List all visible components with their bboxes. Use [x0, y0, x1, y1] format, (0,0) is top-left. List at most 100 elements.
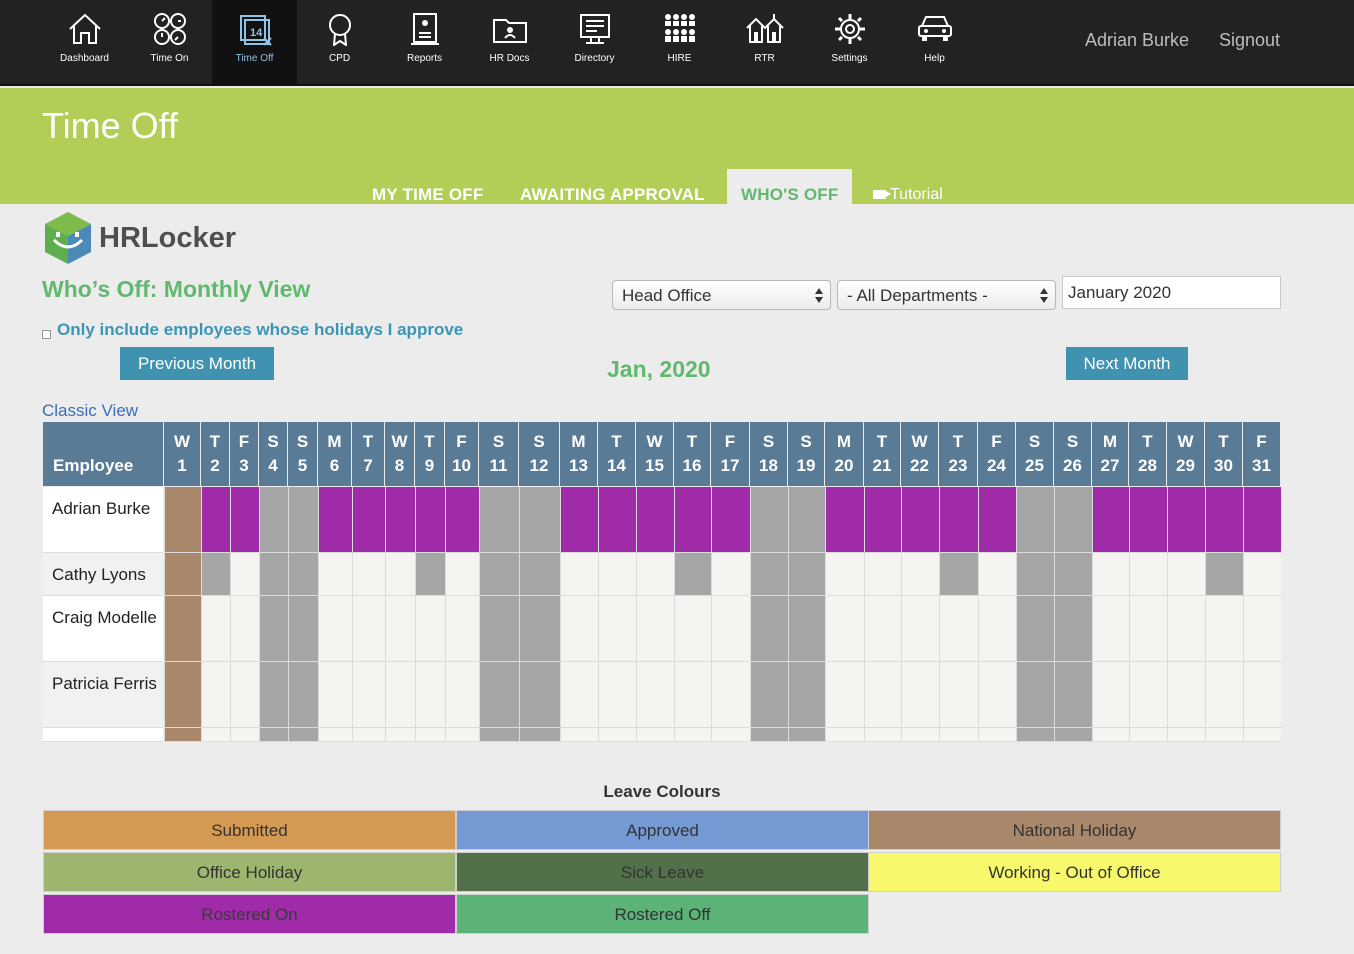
nav-time-off[interactable]: 14 Time Off: [212, 0, 297, 86]
day-cell[interactable]: [750, 728, 788, 742]
day-cell[interactable]: [636, 662, 674, 728]
day-cell[interactable]: [636, 596, 674, 662]
day-cell[interactable]: [1092, 487, 1129, 553]
day-cell[interactable]: [1016, 553, 1054, 596]
day-cell[interactable]: [711, 596, 750, 662]
day-cell[interactable]: [230, 728, 259, 742]
day-cell[interactable]: [674, 487, 711, 553]
day-cell[interactable]: [415, 553, 445, 596]
day-cell[interactable]: [825, 553, 864, 596]
signout-link[interactable]: Signout: [1219, 30, 1281, 50]
day-cell[interactable]: [230, 596, 259, 662]
day-cell[interactable]: [318, 728, 352, 742]
day-cell[interactable]: [1054, 553, 1092, 596]
day-cell[interactable]: [788, 553, 825, 596]
day-cell[interactable]: [1167, 596, 1205, 662]
tab-awaiting-approval[interactable]: AWAITING APPROVAL: [520, 185, 705, 204]
day-cell[interactable]: [164, 662, 201, 728]
user-name[interactable]: Adrian Burke: [1085, 30, 1190, 50]
day-cell[interactable]: [711, 553, 750, 596]
day-cell[interactable]: [1129, 596, 1167, 662]
day-cell[interactable]: [230, 553, 259, 596]
day-cell[interactable]: [479, 728, 519, 742]
day-cell[interactable]: [864, 553, 901, 596]
day-cell[interactable]: [1243, 487, 1281, 553]
day-cell[interactable]: [1243, 662, 1281, 728]
day-cell[interactable]: [259, 728, 288, 742]
day-cell[interactable]: [385, 662, 415, 728]
day-cell[interactable]: [788, 487, 825, 553]
day-cell[interactable]: [445, 553, 479, 596]
day-cell[interactable]: [164, 487, 201, 553]
day-cell[interactable]: [901, 728, 939, 742]
day-cell[interactable]: [1054, 662, 1092, 728]
day-cell[interactable]: [1129, 662, 1167, 728]
day-cell[interactable]: [978, 487, 1016, 553]
day-cell[interactable]: [750, 553, 788, 596]
day-cell[interactable]: [1167, 662, 1205, 728]
day-cell[interactable]: [1016, 596, 1054, 662]
day-cell[interactable]: [598, 487, 636, 553]
classic-view-link[interactable]: Classic View: [42, 401, 139, 420]
nav-help[interactable]: Help: [892, 0, 977, 86]
nav-hr-docs[interactable]: HR Docs: [467, 0, 552, 86]
day-cell[interactable]: [385, 487, 415, 553]
day-cell[interactable]: [560, 728, 598, 742]
day-cell[interactable]: [788, 662, 825, 728]
department-select[interactable]: - All Departments -: [837, 280, 1056, 310]
day-cell[interactable]: [636, 553, 674, 596]
day-cell[interactable]: [560, 553, 598, 596]
day-cell[interactable]: [415, 662, 445, 728]
day-cell[interactable]: [230, 662, 259, 728]
approve-checkbox-label[interactable]: Only include employees whose holidays I …: [57, 320, 464, 339]
day-cell[interactable]: [259, 662, 288, 728]
day-cell[interactable]: [636, 728, 674, 742]
nav-rtr[interactable]: RTR: [722, 0, 807, 86]
day-cell[interactable]: [288, 596, 318, 662]
day-cell[interactable]: [288, 553, 318, 596]
day-cell[interactable]: [560, 662, 598, 728]
day-cell[interactable]: [385, 728, 415, 742]
day-cell[interactable]: [352, 553, 385, 596]
day-cell[interactable]: [788, 728, 825, 742]
day-cell[interactable]: [415, 596, 445, 662]
day-cell[interactable]: [415, 728, 445, 742]
day-cell[interactable]: [978, 662, 1016, 728]
day-cell[interactable]: [385, 553, 415, 596]
day-cell[interactable]: [479, 487, 519, 553]
day-cell[interactable]: [560, 487, 598, 553]
day-cell[interactable]: [230, 487, 259, 553]
day-cell[interactable]: [201, 553, 230, 596]
nav-dashboard[interactable]: Dashboard: [42, 0, 127, 86]
approve-checkbox[interactable]: [42, 330, 51, 339]
day-cell[interactable]: [674, 662, 711, 728]
day-cell[interactable]: [318, 662, 352, 728]
employee-name[interactable]: Patricia Ferris: [43, 662, 163, 728]
nav-hire[interactable]: HIRE: [637, 0, 722, 86]
day-cell[interactable]: [352, 596, 385, 662]
tab-my-time-off[interactable]: MY TIME OFF: [372, 185, 484, 204]
day-cell[interactable]: [519, 596, 560, 662]
day-cell[interactable]: [978, 553, 1016, 596]
day-cell[interactable]: [352, 662, 385, 728]
day-cell[interactable]: [1129, 728, 1167, 742]
day-cell[interactable]: [674, 728, 711, 742]
day-cell[interactable]: [711, 728, 750, 742]
day-cell[interactable]: [164, 553, 201, 596]
day-cell[interactable]: [1243, 553, 1281, 596]
tab-whos-off[interactable]: WHO'S OFF: [727, 169, 853, 204]
next-month-button[interactable]: Next Month: [1066, 347, 1188, 380]
day-cell[interactable]: [445, 596, 479, 662]
nav-directory[interactable]: Directory: [552, 0, 637, 86]
day-cell[interactable]: [318, 553, 352, 596]
day-cell[interactable]: [1205, 553, 1243, 596]
day-cell[interactable]: [864, 662, 901, 728]
day-cell[interactable]: [288, 487, 318, 553]
day-cell[interactable]: [598, 662, 636, 728]
employee-name[interactable]: Adrian Burke: [43, 487, 163, 553]
day-cell[interactable]: [598, 553, 636, 596]
day-cell[interactable]: [1054, 728, 1092, 742]
day-cell[interactable]: [415, 487, 445, 553]
day-cell[interactable]: [750, 487, 788, 553]
day-cell[interactable]: [825, 487, 864, 553]
